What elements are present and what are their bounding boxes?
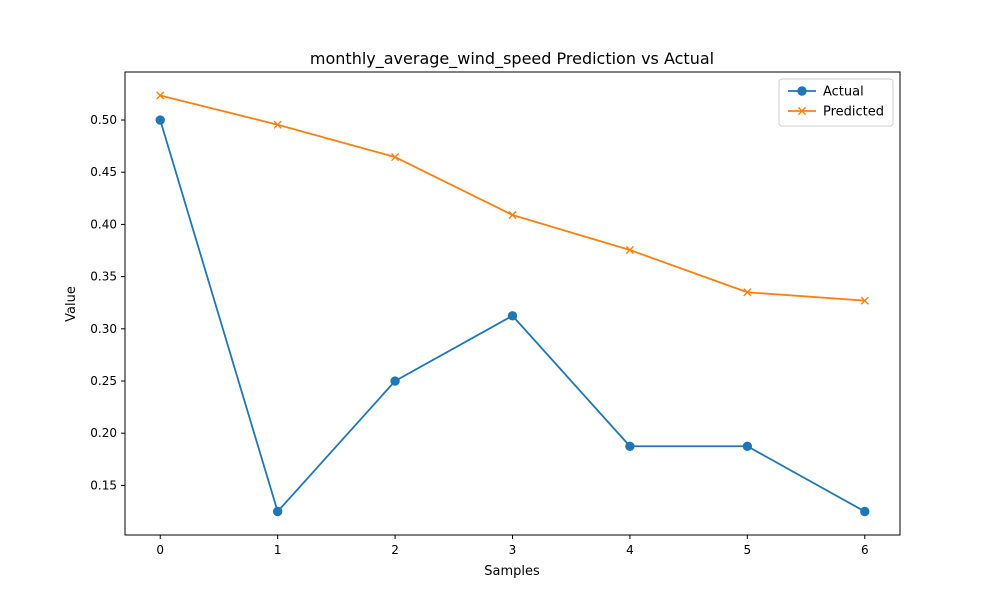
y-tick-label: 0.20 [90,426,117,440]
plot-area: 0 1 2 3 4 5 6 0.15 0.20 0.25 0.30 0.35 0.40 0.45 0.50 [90,71,901,557]
x-tick-label: 0 [156,543,164,557]
series-actual [155,115,870,517]
x-tick-label: 3 [509,543,517,557]
y-tick-label: 0.45 [90,165,117,179]
data-point-predicted [625,245,635,255]
x-marker-stroke [743,288,752,297]
x-marker-stroke [625,245,635,255]
x-marker-stroke [390,152,400,162]
x-tick-label: 4 [626,543,634,557]
data-point-actual [625,441,635,451]
data-point-predicted [743,288,752,297]
y-tick-label: 0.50 [90,113,117,127]
legend-marker-actual [797,86,807,96]
x-tick-label: 5 [744,543,752,557]
x-axis-label: Samples [484,564,540,579]
y-tick-label: 0.35 [90,270,117,284]
x-marker-stroke [156,91,165,100]
data-point-predicted [273,120,282,129]
data-point-actual [155,115,165,125]
y-tick-label: 0.15 [90,478,117,492]
data-point-actual [390,376,400,386]
y-axis-label: Value [64,286,79,322]
data-point-actual [272,506,283,517]
y-tick-label: 0.40 [90,217,117,231]
legend-label-predicted: Predicted [823,105,884,120]
chart-title: monthly_average_wind_speed Prediction vs… [310,49,714,69]
y-tick-label: 0.30 [90,322,117,336]
data-point-actual [860,506,870,517]
x-marker-stroke [797,106,807,116]
x-marker-stroke [860,296,869,305]
x-tick-label: 2 [391,543,399,557]
y-tick-label: 0.25 [90,374,117,388]
series-predicted [156,91,869,305]
legend-marker-predicted [797,106,807,116]
data-point-predicted [860,296,869,305]
x-tick-label: 1 [274,543,282,557]
data-point-predicted [390,152,400,162]
legend-label-actual: Actual [823,85,864,100]
legend: Actual Predicted [778,78,894,127]
x-marker-stroke [273,120,282,129]
data-point-actual [507,311,518,321]
data-point-actual [742,441,753,451]
x-tick-label: 6 [861,543,869,557]
data-point-predicted [508,210,517,220]
data-point-predicted [156,91,165,100]
x-marker-stroke [508,210,517,220]
